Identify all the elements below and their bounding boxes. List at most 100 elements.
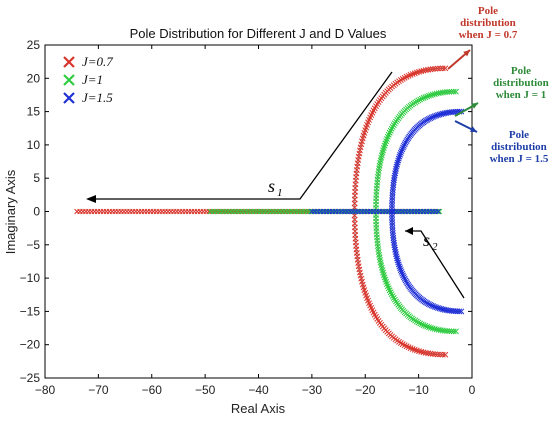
pole-marker	[399, 146, 406, 153]
pole-marker	[437, 351, 444, 358]
pole-marker	[395, 155, 402, 162]
legend: J=0.7 J=1 J=1.5	[63, 54, 113, 105]
x-tick-label: −40	[248, 383, 269, 397]
pole-marker	[429, 66, 436, 72]
annotation-arrowhead	[463, 50, 470, 57]
pole-marker	[393, 163, 400, 170]
pole-marker	[417, 320, 424, 327]
pole-marker	[395, 157, 402, 164]
annotation-text: distribution	[460, 17, 516, 29]
pole-marker	[439, 351, 446, 358]
legend-marker	[63, 56, 75, 68]
pole-marker	[432, 351, 439, 358]
pole-marker	[391, 242, 398, 249]
x-tick-label: −20	[355, 383, 376, 397]
pole-marker	[434, 351, 441, 358]
pole-marker	[392, 168, 399, 175]
pole-marker	[432, 65, 439, 72]
pole-marker	[436, 208, 443, 215]
pole-marker	[436, 111, 443, 118]
y-tick-label: 20	[27, 71, 41, 85]
pole-marker	[446, 328, 453, 335]
pole-marker	[442, 65, 449, 72]
pole-marker	[450, 88, 457, 95]
pole-marker	[427, 115, 434, 122]
pole-marker	[434, 65, 441, 72]
pole-marker	[448, 328, 455, 335]
y-tick-label: 0	[33, 205, 40, 219]
pole-marker	[394, 161, 401, 168]
s2-label: s	[423, 230, 430, 250]
y-tick-label: −15	[20, 304, 41, 318]
chart-title: Pole Distribution for Different J and D …	[130, 26, 387, 41]
pole-marker	[393, 253, 400, 260]
pole-marker	[418, 321, 425, 328]
s2-subscript: 2	[432, 241, 438, 253]
pole-marker	[390, 179, 397, 186]
pole-marker	[390, 182, 397, 188]
legend-marker	[63, 74, 75, 86]
pole-marker	[400, 274, 407, 281]
pole-marker	[438, 111, 445, 118]
pole-marker	[391, 244, 398, 251]
annotation-arrowhead	[470, 126, 477, 132]
pole-marker	[397, 267, 404, 274]
y-tick-label: −10	[20, 271, 41, 285]
pole-marker	[450, 328, 457, 335]
annotation-text: when J = 1.5	[490, 153, 549, 165]
pole-marker	[400, 272, 406, 279]
pole-marker	[458, 308, 465, 315]
pole-marker	[438, 305, 445, 312]
pole-marker	[392, 246, 399, 253]
pole-marker	[391, 177, 397, 184]
annotation-text: Pole	[478, 5, 498, 17]
legend-marker	[63, 92, 75, 104]
s2-arrowhead	[405, 227, 413, 235]
pole-marker	[393, 251, 399, 258]
pole-marker	[426, 92, 432, 99]
s1-arrow	[92, 71, 393, 200]
pole-marker	[399, 270, 406, 277]
pole-marker	[430, 113, 437, 120]
pole-marker	[392, 248, 399, 255]
pole-marker	[415, 319, 422, 326]
annotation-text: Pole	[511, 65, 531, 77]
y-tick-label: 25	[27, 38, 41, 52]
y-axis-label: Imaginary Axis	[3, 169, 18, 254]
s1-arrowhead	[86, 195, 96, 203]
pole-marker	[428, 114, 435, 121]
pole-marker	[398, 148, 405, 155]
pole-marker	[390, 232, 397, 239]
legend-entry: J=1	[82, 72, 103, 87]
pole-marker	[427, 350, 434, 357]
pole-marker	[439, 65, 446, 72]
pole-marker	[396, 263, 403, 270]
pole-marker	[395, 259, 402, 266]
pole-marker	[391, 174, 398, 181]
pole-marker	[391, 239, 397, 246]
pole-marker	[437, 65, 444, 72]
pole-marker	[397, 151, 404, 158]
pole-marker	[436, 305, 443, 312]
pole-marker	[420, 94, 427, 101]
pole-marker	[415, 97, 422, 104]
pole-marker	[431, 113, 438, 120]
pole-marker	[434, 112, 441, 118]
pole-marker	[392, 170, 399, 177]
pole-marker	[396, 153, 403, 160]
pole-marker	[401, 141, 408, 148]
pole-marker	[397, 265, 404, 272]
pole-marker	[425, 66, 432, 73]
pole-marker	[398, 268, 405, 275]
annotation-text: distribution	[491, 141, 547, 153]
pole-marker	[427, 66, 434, 73]
pole-marker	[456, 308, 463, 315]
pole-marker	[395, 261, 402, 268]
pole-marker	[424, 323, 431, 330]
x-tick-label: −60	[142, 383, 163, 397]
annotation-text: distribution	[493, 77, 549, 89]
legend-entry: J=1.5	[82, 90, 113, 105]
s1-label: s	[268, 176, 275, 196]
pole-marker	[422, 67, 429, 74]
